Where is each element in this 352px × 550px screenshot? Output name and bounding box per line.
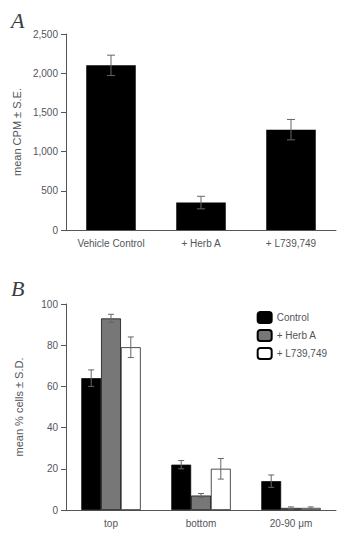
svg-text:1,500: 1,500 [33, 107, 58, 118]
svg-text:top: top [104, 518, 118, 529]
svg-text:40: 40 [47, 422, 59, 433]
svg-text:100: 100 [41, 299, 58, 310]
svg-text:80: 80 [47, 340, 59, 351]
svg-text:A: A [9, 8, 25, 33]
svg-text:2,000: 2,000 [33, 68, 58, 79]
svg-text:Control: Control [277, 312, 309, 323]
svg-text:mean % cells ± S.D.: mean % cells ± S.D. [13, 358, 25, 457]
svg-text:Vehicle Control: Vehicle Control [77, 238, 144, 249]
svg-text:0: 0 [52, 225, 58, 236]
svg-text:+ Herb A: + Herb A [181, 238, 221, 249]
svg-text:+ Herb A: + Herb A [277, 330, 317, 341]
svg-text:bottom: bottom [186, 518, 217, 529]
svg-text:500: 500 [41, 185, 58, 196]
svg-text:2,500: 2,500 [33, 29, 58, 40]
svg-text:mean CPM ± S.E.: mean CPM ± S.E. [11, 88, 23, 176]
svg-text:B: B [11, 276, 24, 301]
svg-text:+ L739,749: + L739,749 [277, 348, 328, 359]
svg-text:1,000: 1,000 [33, 146, 58, 157]
svg-text:20-90 μm: 20-90 μm [270, 518, 312, 529]
svg-text:20: 20 [47, 463, 59, 474]
svg-text:60: 60 [47, 381, 59, 392]
svg-text:0: 0 [52, 505, 58, 516]
svg-text:+ L739,749: + L739,749 [266, 238, 317, 249]
